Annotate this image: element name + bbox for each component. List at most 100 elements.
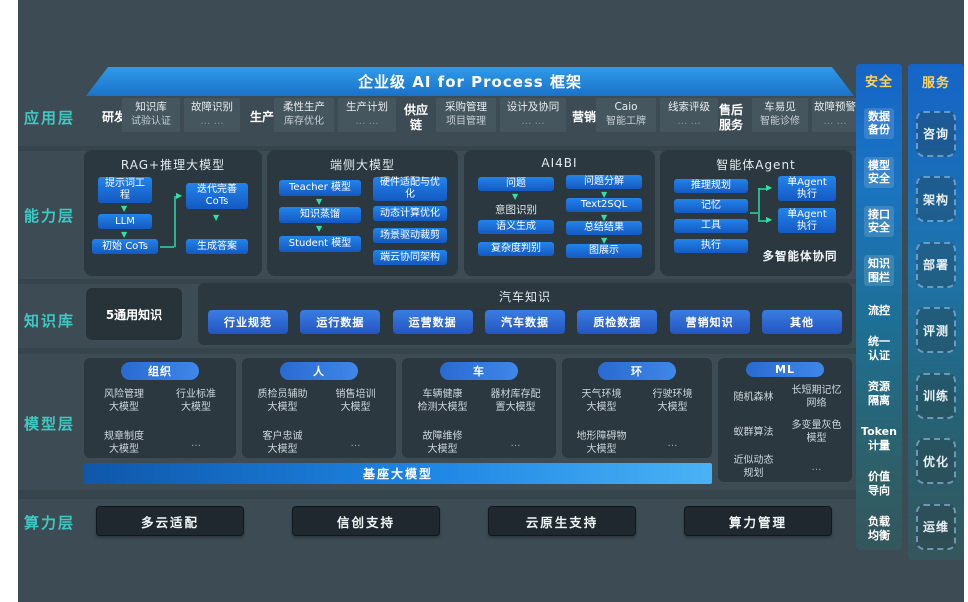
panel-title: 智能体Agent [716, 158, 796, 172]
model-group-organization: 组织 风险管理 大模型 行业标准 大模型 规章制度 大模型 … [84, 358, 236, 458]
security-item: 统一 认证 [868, 335, 890, 362]
layer-label-capability: 能力层 [24, 207, 76, 225]
app-box: 线索评级 … … [660, 98, 718, 132]
arrow-right-icon [176, 192, 182, 200]
connector-line [160, 246, 174, 248]
app-box-line1: 故障预警 [814, 101, 856, 113]
model-group-people: 人 质检员辅助 大模型 销售培训 大模型 客户忠诚 大模型 … [242, 358, 396, 458]
flow-box: 记忆 [674, 199, 748, 213]
app-group-label-supplychain: 供应 链 [403, 103, 428, 132]
app-box: 故障识别 … … [184, 98, 240, 132]
flow-box: 提示词工程 [98, 177, 152, 203]
model-item-ellipsis: … [811, 461, 822, 473]
app-box-line1: 故障识别 [191, 101, 233, 113]
model-item: 销售培训 大模型 [335, 389, 376, 413]
service-column: 服务 咨询 架构 部署 评测 训练 优化 运维 [908, 64, 964, 560]
model-group-pill: 环 [598, 362, 676, 380]
app-box: 车易见 智能诊修 [752, 98, 808, 132]
layer-label-application: 应用层 [24, 109, 76, 127]
knowledge-chip: 运行数据 [300, 310, 381, 334]
security-item: 流控 [868, 303, 890, 317]
model-item: 行业标准 大模型 [176, 389, 216, 413]
app-box-line2: 项目管理 [446, 115, 486, 127]
model-item: 地形障碍物 大模型 [576, 431, 627, 455]
flow-box: 场景驱动裁剪 [373, 228, 447, 243]
model-item: 随机森林 [733, 391, 774, 403]
model-item: 风险管理 大模型 [104, 389, 144, 413]
panel-title: AI4BI [541, 156, 578, 170]
flow-box: 推理规划 [674, 179, 748, 193]
app-box-line1: 设计及协同 [506, 101, 560, 113]
model-group-pill: ML [746, 362, 824, 377]
capability-panel-agent: 智能体Agent 推理规划 记忆 工具 执行 单Agent 执行 单Agent … [660, 150, 852, 276]
flow-box: 工具 [674, 219, 748, 233]
arrow-down-icon [213, 214, 219, 222]
flow-box: 生成答案 [186, 239, 248, 254]
arrow-down-icon [316, 225, 322, 233]
security-item: 数据 备份 [864, 107, 894, 140]
model-item: 长短期记忆 网络 [791, 385, 842, 409]
service-item: 优化 [916, 438, 956, 485]
service-item: 运维 [916, 503, 956, 550]
arrow-right-icon [766, 184, 772, 192]
model-item: 质检员辅助 大模型 [257, 389, 308, 413]
app-box-line2: 智能工牌 [606, 115, 646, 127]
app-group-label-aftersales: 售后 服务 [718, 103, 743, 132]
app-box-line1: 采购管理 [445, 101, 487, 113]
service-item: 训练 [916, 372, 956, 419]
model-item: 客户忠诚 大模型 [262, 431, 303, 455]
model-group-environment: 环 天气环境 大模型 行驶环境 大模型 地形障碍物 大模型 … [562, 358, 712, 458]
model-group-vehicle: 车 车辆健康 检测大模型 器材库存配 置大模型 故障维修 大模型 … [402, 358, 556, 458]
agent-footer-label: 多智能体协同 [762, 249, 838, 263]
app-box: 知识库 试验认证 [122, 98, 180, 132]
service-item: 评测 [916, 307, 956, 354]
flow-box: Student 模型 [279, 236, 361, 252]
knowledge-chip-row: 行业规范 运行数据 运营数据 汽车数据 质检数据 营销知识 其他 [208, 310, 842, 334]
model-item-grid: 随机森林 长短期记忆 网络 蚁群算法 多变量灰色 模型 近似动态 规划 … [722, 384, 848, 480]
capability-panel-ai4bi: AI4BI 问题 意图识别 语义生成 复杂度判别 问题分解 Text2SQL 总… [464, 150, 655, 276]
app-box-line1: 线索评级 [668, 101, 710, 113]
auto-knowledge-panel: 汽车知识 行业规范 运行数据 运营数据 汽车数据 质检数据 营销知识 其他 [198, 283, 852, 345]
auto-knowledge-title: 汽车知识 [498, 290, 551, 304]
knowledge-chip: 行业规范 [208, 310, 288, 334]
model-item-ellipsis: … [667, 437, 678, 449]
arrow-down-icon [512, 193, 518, 201]
flow-box: LLM [98, 214, 152, 229]
service-item: 部署 [916, 241, 956, 288]
app-box: Caio 智能工牌 [596, 98, 656, 132]
app-box-line2: … … [200, 115, 224, 127]
security-item: 价值 导向 [868, 470, 890, 498]
security-item: 知识 围栏 [864, 254, 894, 287]
flow-box: Text2SQL [566, 198, 642, 212]
compute-box: 多云适配 [96, 506, 244, 536]
service-header: 服务 [921, 76, 950, 91]
right-margin [964, 0, 968, 602]
flow-box: 端云协同架构 [373, 250, 447, 265]
app-box-line2: … … [521, 115, 545, 127]
security-column: 安全 数据 备份 模型 安全 接口 安全 知识 围栏 流控 统一 认证 资源 隔… [856, 64, 902, 550]
app-box-line1: Caio [614, 101, 638, 113]
model-item: 故障维修 大模型 [422, 431, 463, 455]
flow-box: 问题分解 [566, 175, 642, 189]
compute-box: 信创支持 [292, 506, 440, 536]
model-item-ellipsis: … [510, 437, 521, 449]
flow-box: 语义生成 [478, 220, 554, 234]
layer-divider [18, 146, 856, 151]
layer-divider [18, 348, 856, 354]
model-item: 车辆健康 检测大模型 [417, 389, 468, 413]
layer-label-model: 模型层 [24, 415, 76, 433]
app-box: 故障预警 … … [812, 98, 858, 132]
security-item: 接口 安全 [864, 205, 894, 238]
arrow-right-icon [766, 216, 772, 224]
flow-box: 迭代完善 CoTs [186, 183, 248, 209]
model-item-grid: 质检员辅助 大模型 销售培训 大模型 客户忠诚 大模型 … [246, 388, 392, 456]
security-item: 资源 隔离 [868, 380, 890, 407]
security-item: 模型 安全 [864, 156, 894, 189]
app-box-line2: … … [823, 115, 847, 127]
service-item: 咨询 [916, 110, 956, 157]
app-box-line1: 生产计划 [346, 101, 388, 113]
flow-box: 图展示 [566, 244, 642, 258]
layer-label-knowledge: 知识库 [24, 312, 76, 330]
flow-box: 硬件适配与优化 [373, 177, 447, 201]
security-item: 负载 均衡 [868, 515, 890, 543]
